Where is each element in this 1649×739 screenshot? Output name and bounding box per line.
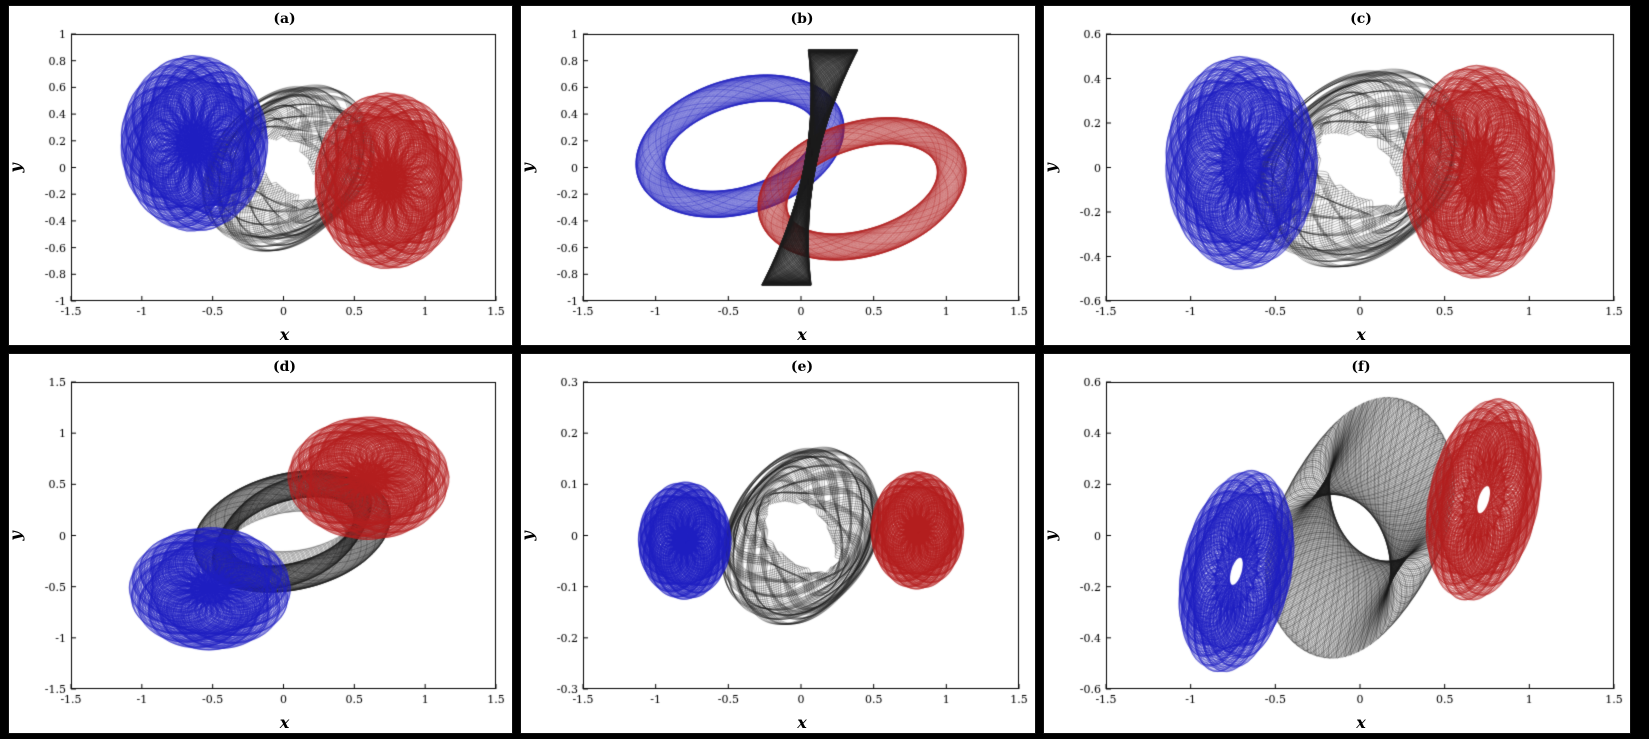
subplot-b: (b) y x — [518, 5, 1036, 346]
subplot-a: (a) y x — [6, 5, 513, 346]
subplot-e: (e) y x — [518, 353, 1036, 734]
subplot-a-plot-canvas — [9, 6, 512, 345]
subplot-c: (c) y x — [1041, 5, 1631, 346]
subplot-f-plot-canvas — [1044, 354, 1630, 733]
subplot-c-plot-canvas — [1044, 6, 1630, 345]
subplot-d-plot-canvas — [9, 354, 512, 733]
subplot-d: (d) y x — [6, 353, 513, 734]
subplot-b-plot-canvas — [521, 6, 1035, 345]
subplot-e-plot-canvas — [521, 354, 1035, 733]
subplot-f: (f) y x — [1041, 353, 1631, 734]
